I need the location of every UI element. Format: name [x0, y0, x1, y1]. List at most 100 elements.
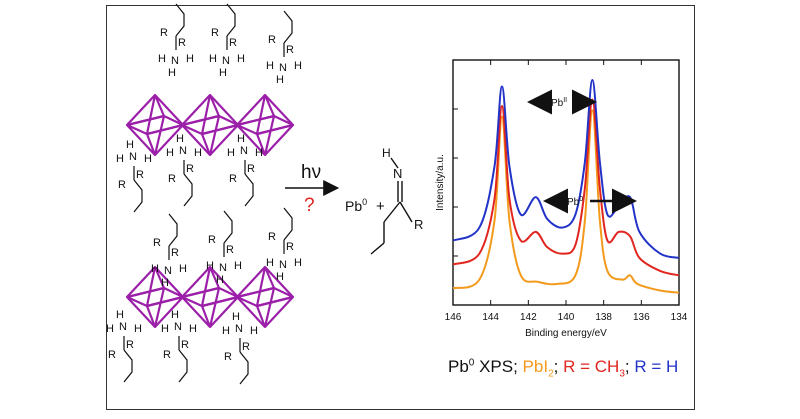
- svg-text:H: H: [276, 271, 284, 283]
- octahedron-4: [180, 265, 240, 329]
- imine-molecule: [370, 157, 413, 255]
- svg-text:R: R: [126, 339, 134, 351]
- svg-text:H: H: [294, 60, 302, 72]
- svg-text:H: H: [209, 53, 217, 65]
- caption-h: R = H: [634, 357, 679, 376]
- svg-text:N: N: [164, 265, 172, 277]
- svg-text:R: R: [153, 237, 161, 249]
- svg-text:H: H: [161, 323, 169, 335]
- imine-h: H: [382, 146, 391, 160]
- svg-text:H: H: [106, 323, 114, 335]
- svg-text:N: N: [179, 145, 187, 157]
- svg-text:N: N: [129, 151, 137, 163]
- svg-text:H: H: [255, 147, 263, 159]
- imine-r: R: [414, 217, 423, 232]
- octahedron-0: [125, 93, 185, 157]
- series-line-2: [452, 78, 680, 259]
- imine-n: N: [393, 166, 402, 181]
- svg-text:H: H: [186, 53, 194, 65]
- svg-text:H: H: [134, 323, 142, 335]
- svg-text:R: R: [224, 351, 232, 363]
- svg-text:Pb0: Pb0: [567, 196, 583, 208]
- svg-text:N: N: [279, 259, 287, 271]
- x-axis-label: Binding energy/eV: [525, 328, 607, 339]
- series-line-0: [452, 109, 680, 294]
- svg-text:H: H: [234, 260, 242, 272]
- svg-text:R: R: [108, 349, 116, 361]
- octahedron-3: [125, 265, 185, 329]
- svg-text:H: H: [144, 153, 152, 165]
- svg-text:H: H: [161, 277, 169, 289]
- svg-text:PbII: PbII: [551, 97, 567, 109]
- svg-text:H: H: [227, 147, 235, 159]
- question-mark: ?: [304, 195, 315, 216]
- svg-text:R: R: [208, 234, 216, 246]
- svg-text:H: H: [237, 53, 245, 65]
- svg-text:N: N: [279, 62, 287, 74]
- svg-text:R: R: [163, 349, 171, 361]
- svg-text:H: H: [232, 311, 240, 323]
- svg-text:H: H: [151, 263, 159, 275]
- caption-pb0: Pb0 XPS;: [448, 357, 523, 376]
- svg-text:R: R: [118, 179, 126, 191]
- svg-text:N: N: [240, 145, 248, 157]
- svg-text:H: H: [168, 67, 176, 79]
- x-tick-label-0: 146: [445, 312, 462, 323]
- caption-pbi2: PbI2: [522, 357, 554, 380]
- svg-text:H: H: [294, 257, 302, 269]
- svg-text:R: R: [229, 37, 237, 49]
- x-tick-label-5: 136: [633, 312, 650, 323]
- svg-text:N: N: [174, 321, 182, 333]
- svg-text:N: N: [219, 262, 227, 274]
- svg-text:H: H: [176, 133, 184, 145]
- svg-text:R: R: [229, 173, 237, 185]
- svg-text:R: R: [186, 163, 194, 175]
- svg-text:H: H: [219, 67, 227, 79]
- svg-text:H: H: [206, 260, 214, 272]
- octahedron-2: [235, 93, 295, 157]
- y-axis-label: Intensity/a.u.: [435, 154, 446, 211]
- svg-text:R: R: [168, 173, 176, 185]
- svg-text:H: H: [250, 325, 258, 337]
- svg-text:H: H: [171, 309, 179, 321]
- x-tick-label-4: 138: [595, 312, 612, 323]
- svg-text:R: R: [286, 241, 294, 253]
- pb2-annotation: PbII: [527, 89, 597, 115]
- octahedron-1: [180, 93, 240, 157]
- svg-text:N: N: [222, 55, 230, 67]
- svg-text:R: R: [268, 34, 276, 46]
- x-tick-label-2: 142: [520, 312, 537, 323]
- svg-text:R: R: [226, 244, 234, 256]
- svg-text:R: R: [242, 341, 250, 353]
- svg-text:H: H: [237, 133, 245, 145]
- legend-caption: Pb0 XPS; PbI2; R = CH3; R = H: [448, 357, 678, 379]
- svg-text:R: R: [286, 44, 294, 56]
- svg-text:H: H: [276, 74, 284, 86]
- svg-text:H: H: [222, 325, 230, 337]
- x-tick-label-6: 134: [671, 312, 688, 323]
- svg-text:R: R: [160, 27, 168, 39]
- svg-text:R: R: [268, 231, 276, 243]
- octahedra-layer: [125, 93, 295, 329]
- svg-text:H: H: [158, 53, 166, 65]
- svg-text:H: H: [179, 263, 187, 275]
- svg-text:R: R: [211, 27, 219, 39]
- svg-text:H: H: [166, 147, 174, 159]
- svg-text:R: R: [178, 37, 186, 49]
- svg-text:H: H: [266, 257, 274, 269]
- pb0-annotation: Pb0: [543, 188, 637, 214]
- x-tick-label-3: 140: [558, 312, 575, 323]
- figure-frame: [106, 5, 695, 410]
- svg-text:R: R: [247, 163, 255, 175]
- svg-text:N: N: [235, 323, 243, 335]
- series-line-1: [452, 98, 680, 277]
